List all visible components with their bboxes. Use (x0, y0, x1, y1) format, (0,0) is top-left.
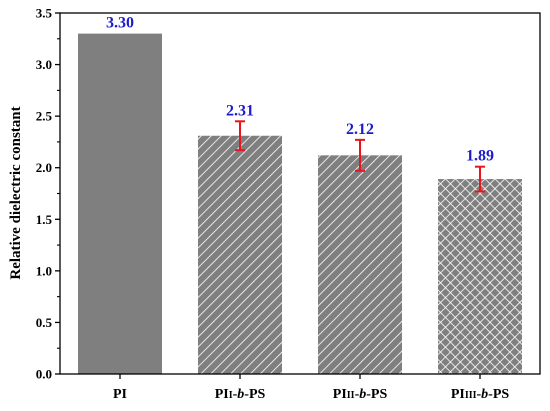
category-label-0: PI (113, 387, 127, 402)
y-tick-label-7: 3.5 (36, 6, 53, 21)
bar-0 (78, 33, 162, 374)
y-tick-label-6: 3.0 (36, 57, 52, 72)
y-axis-title: Relative dielectric constant (8, 106, 24, 279)
error-bar-1 (235, 120, 245, 152)
bar-1 (198, 135, 282, 374)
bar-2 (318, 155, 402, 374)
category-label-1: PII-b-PS (215, 387, 266, 402)
error-bar-2 (355, 138, 365, 172)
y-tick-label-2: 1.0 (36, 263, 52, 278)
value-label-0: 3.30 (106, 15, 134, 32)
category-label-2: PIII-b-PS (333, 387, 388, 402)
value-label-3: 1.89 (466, 148, 494, 165)
value-label-1: 2.31 (226, 102, 254, 119)
category-label-3: PIIII-b-PS (451, 387, 510, 402)
y-tick-label-1: 0.5 (36, 315, 53, 330)
y-tick-label-3: 1.5 (36, 212, 53, 227)
y-tick-label-5: 2.5 (36, 109, 53, 124)
bar-3 (438, 179, 522, 374)
y-tick-label-4: 2.0 (36, 160, 52, 175)
error-bar-3 (475, 165, 485, 193)
y-tick-label-0: 0.0 (36, 367, 52, 382)
value-label-2: 2.12 (346, 121, 374, 138)
